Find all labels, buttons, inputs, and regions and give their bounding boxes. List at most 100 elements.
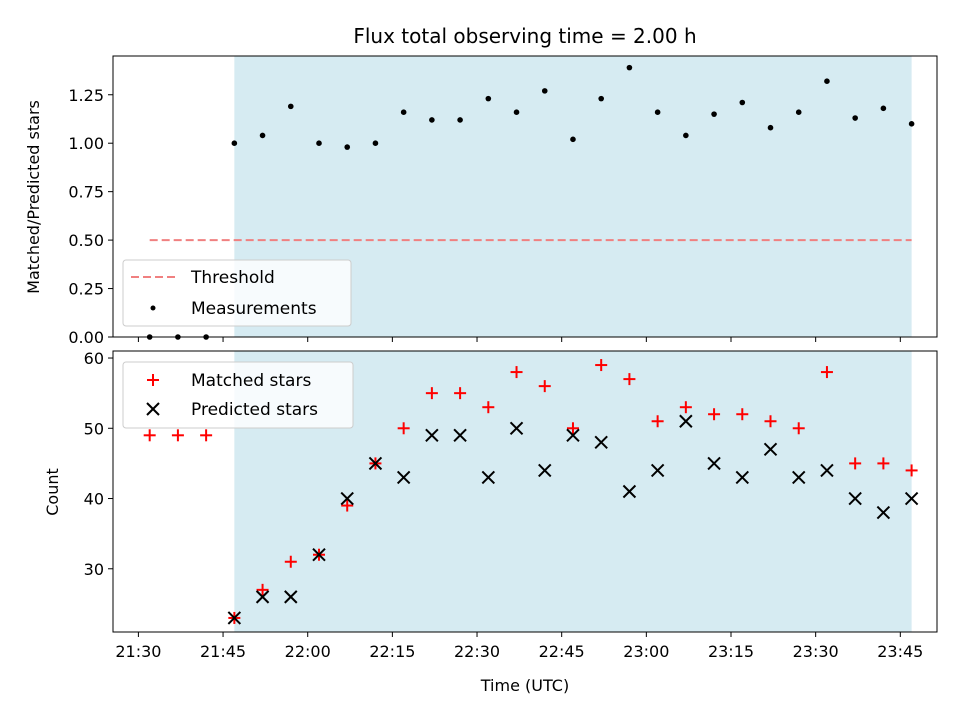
matched-star-marker <box>708 408 721 421</box>
matched-star-marker <box>284 555 297 568</box>
bottom-y-axis-label: Count <box>43 468 62 516</box>
measurement-point <box>231 140 238 147</box>
bottom-y-tick-label: 30 <box>84 560 104 579</box>
legend-predicted-swatch <box>146 402 160 416</box>
measurement-points <box>146 64 915 340</box>
chart-title: Flux total observing time = 2.00 h <box>353 24 696 48</box>
top-y-tick-label: 1.25 <box>68 86 104 105</box>
top-y-tick-label: 1.00 <box>68 134 104 153</box>
x-tick-label: 23:15 <box>708 642 754 661</box>
x-tick-label: 21:45 <box>200 642 246 661</box>
matched-star-marker <box>566 422 579 435</box>
measurement-point <box>372 140 379 147</box>
predicted-star-marker <box>340 491 354 506</box>
predicted-star-marker <box>848 491 862 506</box>
measurement-point <box>316 140 322 147</box>
measurement-point <box>711 111 717 117</box>
legend-predicted-label: Predicted stars <box>191 400 318 420</box>
x-tick-label: 23:45 <box>877 642 923 661</box>
predicted-star-marker <box>396 470 411 485</box>
x-tick-label: 22:45 <box>539 642 585 661</box>
measurement-point <box>570 136 576 143</box>
matched-star-marker <box>143 429 156 442</box>
predicted-star-marker <box>876 505 891 520</box>
predicted-star-marker <box>792 470 806 485</box>
matched-star-marker <box>397 422 410 435</box>
predicted-star-marker <box>566 428 580 443</box>
matched-star-marker <box>905 464 918 477</box>
predicted-star-marker <box>594 435 608 450</box>
matched-star-marker <box>764 415 777 428</box>
top-legend: Threshold Measurements <box>122 259 352 327</box>
legend-matched-label: Matched stars <box>191 371 311 391</box>
x-tick-label: 22:00 <box>285 642 331 661</box>
measurement-point <box>513 109 520 115</box>
measurement-point <box>259 132 266 139</box>
predicted-star-marker <box>509 421 524 435</box>
matched-star-marker <box>679 401 692 414</box>
measurement-point <box>344 144 351 150</box>
x-tick-label: 22:15 <box>369 642 415 661</box>
matched-star-marker <box>849 457 862 470</box>
matched-star-marker <box>820 366 833 379</box>
measurement-point <box>795 109 802 115</box>
top-y-tick-label: 0.50 <box>68 231 104 250</box>
matched-star-marker <box>341 499 354 512</box>
legend-measurements-swatch <box>150 305 156 311</box>
measurement-point <box>485 95 492 102</box>
matched-star-marker <box>200 429 213 442</box>
bottom-legend: Matched stars Predicted stars <box>122 361 354 429</box>
bottom-y-tick-label: 60 <box>84 349 104 368</box>
top-ticks: 0.00 0.25 0.50 0.75 1.00 1.25 <box>68 86 901 347</box>
top-y-tick-label: 0.00 <box>68 328 104 347</box>
bottom-legend-box <box>122 361 354 429</box>
bottom-ticks: 30 40 50 60 21:30 21:45 22:00 22:15 22:30 22:45 23… <box>84 349 924 661</box>
predicted-star-marker <box>650 463 665 478</box>
measurement-point <box>598 95 604 102</box>
measurement-point <box>541 88 548 94</box>
measurement-point <box>287 103 294 110</box>
bottom-panel: 30 40 50 60 21:30 21:45 22:00 22:15 22:30 22:45 23… <box>43 349 938 695</box>
matched-star-marker <box>651 415 664 428</box>
measurement-point <box>908 121 915 127</box>
x-tick-label: 23:30 <box>793 642 839 661</box>
predicted-star-marker <box>425 428 439 443</box>
bottom-y-tick-label: 50 <box>84 419 104 438</box>
matched-star-marker <box>171 429 184 442</box>
predicted-star-marker <box>735 470 749 485</box>
predicted-star-marker <box>538 463 552 478</box>
measurement-point <box>767 124 774 131</box>
predicted-star-marker <box>904 491 919 506</box>
top-y-tick-label: 0.25 <box>68 280 104 299</box>
matched-star-marker <box>792 422 805 435</box>
matched-star-marker <box>538 380 551 393</box>
predicted-stars-points <box>227 414 919 625</box>
predicted-star-marker <box>284 590 298 604</box>
predicted-star-marker <box>368 456 383 471</box>
predicted-star-marker <box>820 463 834 478</box>
measurement-point <box>457 117 463 123</box>
predicted-star-marker <box>481 470 496 485</box>
predicted-star-marker <box>453 428 467 443</box>
matched-star-marker <box>877 457 890 470</box>
matched-star-marker <box>425 387 438 400</box>
measurement-point <box>852 115 858 121</box>
predicted-star-marker <box>227 611 242 625</box>
legend-measurements-label: Measurements <box>191 299 317 319</box>
matched-star-marker <box>454 387 467 400</box>
predicted-star-marker <box>312 548 326 562</box>
top-y-tick-label: 0.75 <box>68 183 104 202</box>
measurement-point <box>739 99 746 106</box>
x-axis-label: Time (UTC) <box>480 676 569 695</box>
matched-star-marker <box>510 366 523 379</box>
matched-star-marker <box>256 583 269 596</box>
matched-star-marker <box>595 359 608 372</box>
measurement-point <box>626 64 633 71</box>
bottom-y-tick-label: 40 <box>84 490 104 509</box>
predicted-star-marker <box>622 484 637 499</box>
legend-matched-swatch <box>147 374 159 386</box>
matched-star-marker <box>482 401 495 414</box>
top-panel: 0.00 0.25 0.50 0.75 1.00 1.25 Flux total obse… <box>24 24 938 347</box>
x-tick-label: 22:30 <box>454 642 500 661</box>
measurement-point <box>429 117 435 123</box>
